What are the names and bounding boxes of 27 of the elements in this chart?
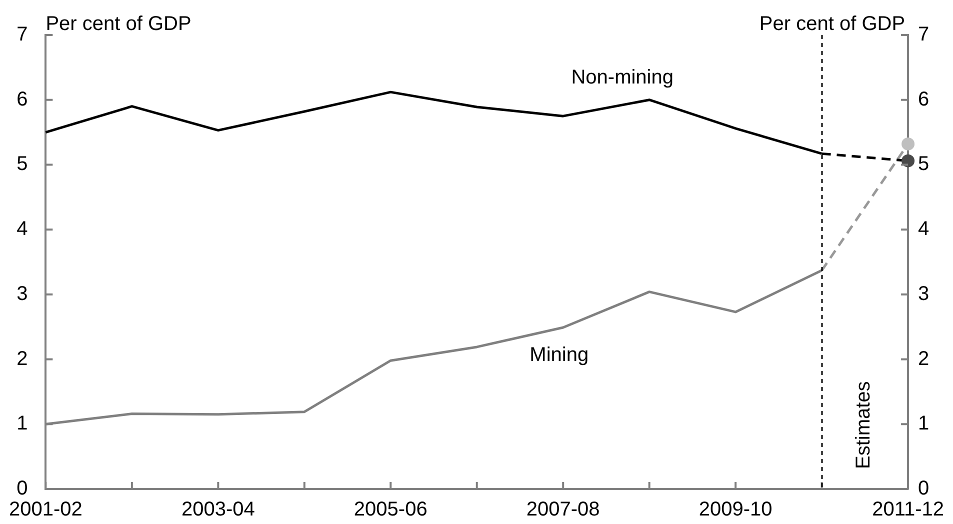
x-tick-label: 2001-02 bbox=[8, 498, 82, 521]
y2-tick-label: 6 bbox=[918, 88, 930, 110]
y-axis-title: Per cent of GDP bbox=[46, 13, 192, 35]
x-tick-label: 2009-10 bbox=[698, 498, 772, 521]
series-label: Mining bbox=[530, 344, 589, 366]
y2-tick-label: 7 bbox=[918, 24, 930, 46]
y-tick-label: 5 bbox=[16, 153, 28, 176]
y2-axis-title: Per cent of GDP bbox=[759, 13, 906, 35]
y2-tick-label: 0 bbox=[918, 478, 930, 500]
y2-tick-label: 1 bbox=[918, 412, 930, 435]
y-tick-label: 7 bbox=[16, 24, 28, 46]
y-tick-label: 6 bbox=[16, 88, 28, 110]
y2-tick-label: 3 bbox=[918, 282, 930, 305]
x-tick-label: 2007-08 bbox=[526, 498, 600, 521]
y-tick-label: 4 bbox=[16, 218, 28, 240]
y-tick-label: 0 bbox=[16, 478, 28, 500]
y2-tick-label: 4 bbox=[918, 218, 930, 240]
y-tick-label: 2 bbox=[16, 348, 28, 370]
y-tick-label: 1 bbox=[16, 412, 28, 435]
y-tick-label: 3 bbox=[16, 282, 28, 305]
x-tick-label: 2003-04 bbox=[181, 498, 255, 521]
x-tick-label: 2011-12 bbox=[872, 498, 944, 521]
annotation: Estimates bbox=[852, 381, 874, 469]
series-label: Non-mining bbox=[571, 66, 674, 88]
y2-tick-label: 2 bbox=[918, 348, 930, 370]
x-tick-label: 2005-06 bbox=[354, 498, 428, 521]
y2-tick-label: 5 bbox=[918, 153, 930, 176]
